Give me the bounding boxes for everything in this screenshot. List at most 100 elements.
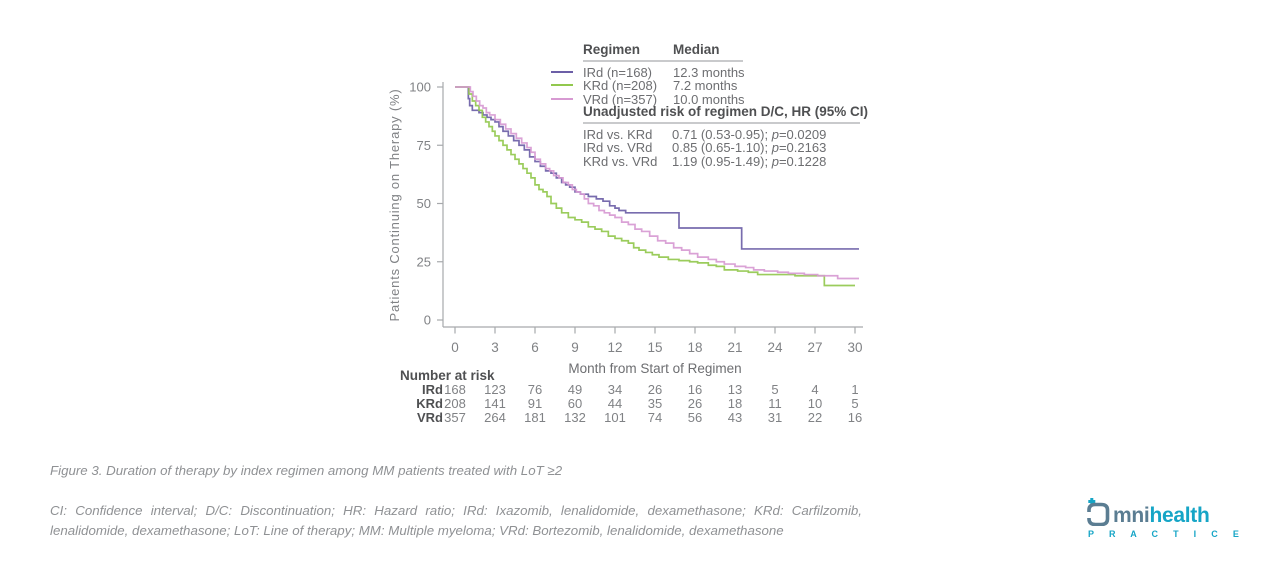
omnihealth-logo: mnihealth P R A C T I C E bbox=[1085, 497, 1239, 539]
x-tick-label: 15 bbox=[647, 340, 662, 355]
legend-header-rule bbox=[583, 60, 743, 62]
x-axis-title: Month from Start of Regimen bbox=[568, 361, 741, 376]
x-tick-label: 12 bbox=[607, 340, 622, 355]
at-risk-count: 26 bbox=[647, 382, 663, 397]
at-risk-count: 16 bbox=[847, 410, 863, 425]
logo-brand-prefix: mni bbox=[1113, 504, 1150, 527]
km-curve-ird bbox=[455, 86, 859, 250]
km-curves bbox=[455, 86, 859, 287]
hr-row-krd-vrd: KRd vs. VRd 1.19 (0.95-1.49); p=0.1228 bbox=[583, 153, 883, 169]
x-tick-label: 3 bbox=[491, 340, 499, 355]
vrd-line-swatch bbox=[551, 97, 573, 100]
at-risk-count: 16 bbox=[687, 382, 703, 397]
at-risk-count: 31 bbox=[767, 410, 783, 425]
at-risk-count: 132 bbox=[564, 410, 586, 425]
at-risk-count: 208 bbox=[444, 396, 466, 411]
at-risk-count: 168 bbox=[444, 382, 466, 397]
x-tick-label: 9 bbox=[571, 340, 579, 355]
x-tick-label: 27 bbox=[807, 340, 822, 355]
at-risk-count: 49 bbox=[567, 382, 583, 397]
x-tick-label: 0 bbox=[451, 340, 459, 355]
at-risk-count: 141 bbox=[484, 396, 506, 411]
at-risk-count: 10 bbox=[807, 396, 823, 411]
at-risk-row: 208 141 91 60 44 35 26 18 11 10 5 bbox=[435, 397, 875, 411]
at-risk-count: 18 bbox=[727, 396, 743, 411]
at-risk-count: 11 bbox=[768, 396, 782, 411]
logo-brand-suffix: health bbox=[1149, 504, 1210, 527]
hr-value: 1.19 (0.95-1.49); p=0.1228 bbox=[672, 153, 827, 169]
at-risk-count: 34 bbox=[607, 382, 623, 397]
at-risk-count: 74 bbox=[647, 410, 663, 425]
at-risk-count: 56 bbox=[687, 410, 703, 425]
at-risk-count: 26 bbox=[687, 396, 703, 411]
legend-row-vrd: VRd (n=357) 10.0 months bbox=[551, 91, 871, 107]
hazard-ratio-header: Unadjusted risk of regimen D/C, HR (95% … bbox=[583, 104, 869, 119]
y-axis-title: Patients Continuing on Therapy (%) bbox=[387, 89, 402, 322]
logo-text: mnihealth bbox=[1113, 504, 1210, 527]
at-risk-count: 5 bbox=[771, 382, 779, 397]
legend-series-name: VRd (n=357) bbox=[583, 91, 658, 107]
x-tick-label: 21 bbox=[727, 340, 742, 355]
y-tick-label: 0 bbox=[424, 313, 431, 328]
omnihealth-o-mark-icon bbox=[1087, 498, 1110, 526]
legend-regimen-header: Regimen bbox=[583, 42, 641, 57]
x-tick-label: 18 bbox=[687, 340, 702, 355]
hr-value: 0.85 (0.65-1.10); p=0.2163 bbox=[672, 140, 827, 156]
legend-median-header: Median bbox=[673, 42, 720, 57]
abbreviations-footnote: CI: Confidence interval; D/C: Discontinu… bbox=[50, 503, 862, 538]
at-risk-row: 168 123 76 49 34 26 16 13 5 4 1 bbox=[435, 383, 875, 397]
hr-pair: KRd vs. VRd bbox=[583, 153, 658, 169]
number-at-risk-table: 168 123 76 49 34 26 16 13 5 4 1 208 141 91 60 44 35 26 18 1… bbox=[435, 383, 875, 425]
hr-row-ird-vrd: IRd vs. VRd 0.85 (0.65-1.10); p=0.2163 bbox=[583, 140, 883, 156]
at-risk-count: 123 bbox=[484, 382, 506, 397]
hazard-ratio-panel: Unadjusted risk of regimen D/C, HR (95% … bbox=[583, 104, 883, 168]
legend-series-median: 12.3 months bbox=[673, 65, 745, 80]
legend-series-median: 7.2 months bbox=[673, 78, 738, 94]
x-tick-label: 30 bbox=[847, 340, 862, 355]
at-risk-count: 60 bbox=[567, 396, 583, 411]
x-tick-label: 24 bbox=[767, 340, 783, 355]
legend-row-krd: KRd (n=208) 7.2 months bbox=[551, 78, 871, 94]
legend-series-median: 10.0 months bbox=[673, 91, 745, 107]
number-at-risk-title: Number at risk bbox=[400, 368, 495, 383]
hr-pair: IRd vs. KRd bbox=[583, 127, 653, 142]
y-tick-label: 50 bbox=[417, 196, 431, 211]
legend-series-name: KRd (n=208) bbox=[583, 78, 658, 94]
hr-pair: IRd vs. VRd bbox=[583, 140, 653, 156]
y-tick-label: 75 bbox=[417, 138, 431, 153]
number-at-risk-row-labels: IRd KRd VRd bbox=[385, 383, 443, 425]
at-risk-count: 5 bbox=[851, 396, 859, 411]
km-survival-chart: Patients Continuing on Therapy (%) Month… bbox=[387, 80, 863, 376]
at-risk-count: 76 bbox=[527, 382, 543, 397]
at-risk-row: 357 264 181 132 101 74 56 43 31 22 16 bbox=[435, 411, 875, 425]
legend-series-name: IRd (n=168) bbox=[583, 65, 653, 80]
krd-line-swatch bbox=[551, 84, 573, 87]
at-risk-count: 357 bbox=[444, 410, 466, 425]
hazard-ratio-rule bbox=[583, 122, 860, 124]
legend-panel: Regimen Median IRd (n=168) 12.3 months K… bbox=[551, 42, 871, 106]
at-risk-count: 35 bbox=[647, 396, 663, 411]
at-risk-count: 181 bbox=[524, 410, 546, 425]
hr-value: 0.71 (0.53-0.95); p=0.0209 bbox=[672, 127, 827, 142]
y-tick-label: 100 bbox=[409, 80, 431, 95]
at-risk-row-label: IRd bbox=[422, 382, 443, 397]
at-risk-count: 44 bbox=[607, 396, 623, 411]
y-tick-label: 25 bbox=[417, 254, 431, 269]
at-risk-row-label: VRd bbox=[417, 410, 443, 425]
km-curve-vrd bbox=[455, 86, 859, 280]
at-risk-count: 13 bbox=[727, 382, 743, 397]
at-risk-count: 22 bbox=[807, 410, 823, 425]
at-risk-count: 1 bbox=[851, 382, 859, 397]
at-risk-count: 101 bbox=[604, 410, 626, 425]
figure-caption: Figure 3. Duration of therapy by index r… bbox=[50, 463, 563, 478]
x-tick-label: 6 bbox=[531, 340, 539, 355]
legend-header-row: Regimen Median bbox=[551, 42, 871, 57]
legend-row-ird: IRd (n=168) 12.3 months bbox=[551, 66, 871, 79]
at-risk-row-label: KRd bbox=[416, 396, 443, 411]
at-risk-count: 91 bbox=[527, 396, 543, 411]
at-risk-count: 4 bbox=[811, 382, 819, 397]
hr-row-ird-krd: IRd vs. KRd 0.71 (0.53-0.95); p=0.0209 bbox=[583, 127, 883, 142]
km-curve-krd bbox=[455, 86, 855, 287]
logo-wordmark: mnihealth bbox=[1085, 497, 1225, 526]
